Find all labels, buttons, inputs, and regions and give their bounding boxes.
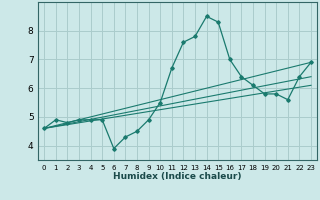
X-axis label: Humidex (Indice chaleur): Humidex (Indice chaleur) (113, 172, 242, 181)
